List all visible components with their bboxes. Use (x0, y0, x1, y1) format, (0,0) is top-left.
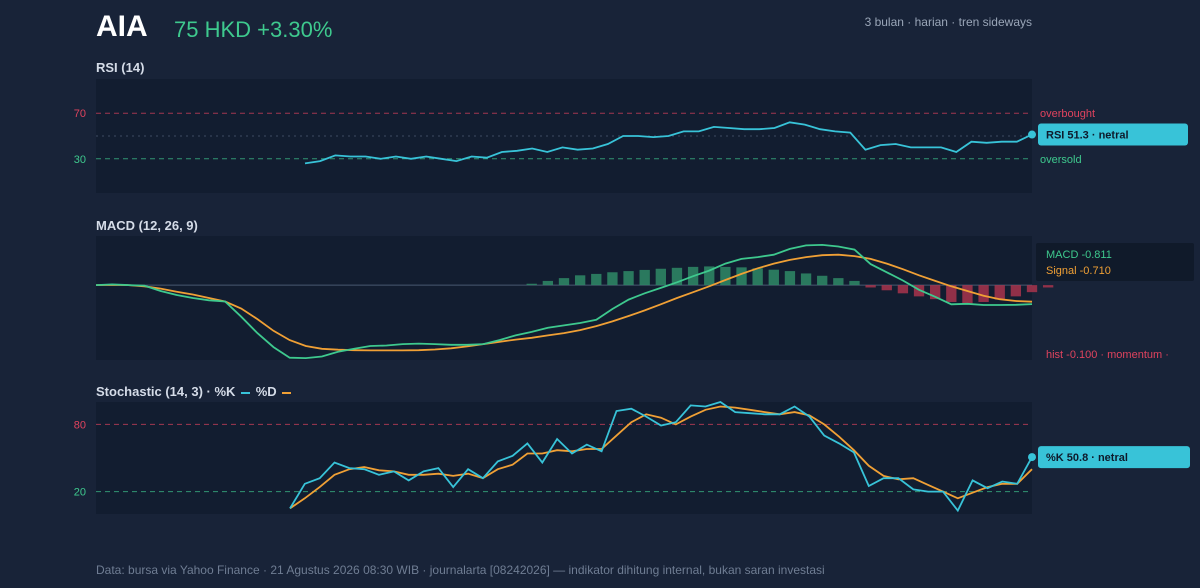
macd-hist-bar (704, 266, 715, 286)
macd-hist-bar (607, 272, 618, 286)
stoch-title-text: Stochastic (14, 3) · %K (96, 384, 236, 399)
stoch-tick-80: 80 (74, 419, 86, 431)
macd-hist-bar (591, 273, 602, 286)
price-change: 75 HKD +3.30% (174, 17, 332, 43)
stoch-tick-20: 20 (74, 487, 86, 499)
macd-hist-bar (784, 271, 796, 286)
macd-hist-bar (720, 266, 731, 286)
macd-title: MACD (12, 26, 9) (96, 218, 198, 233)
macd-hist-bar (655, 268, 666, 286)
macd-line (95, 243, 1033, 360)
macd-hist-bar (752, 268, 763, 286)
macd-hist-bar (1010, 285, 1022, 297)
ticker-symbol: AIA (96, 10, 148, 43)
footer-source: Data: bursa via Yahoo Finance · 21 Agust… (96, 563, 825, 577)
macd-hist-bar (768, 269, 779, 286)
macd-hist-bar (558, 278, 570, 286)
d-swatch-icon (282, 391, 292, 394)
macd-hist-bar (526, 283, 537, 286)
price-value: 75 HKD (174, 17, 252, 42)
rsi-overbought-label: overbought (1040, 108, 1095, 120)
rsi-title: RSI (14) (96, 60, 145, 75)
macd-hist-bar (817, 275, 828, 286)
macd-hist-bar (671, 267, 683, 286)
change-percent: +3.30% (257, 17, 333, 42)
rsi-last-point (1028, 130, 1036, 139)
d-legend-label: %D (255, 384, 277, 399)
stoch-k-line (289, 401, 1033, 513)
rsi-readout: RSI 51.3 · netral (1046, 130, 1129, 142)
rsi-line (304, 121, 1033, 165)
stoch-title: Stochastic (14, 3) · %K %D (96, 384, 293, 399)
macd-hist-bar (1026, 285, 1038, 293)
macd-hist-bar (736, 267, 747, 286)
macd-hist-bar (574, 275, 586, 286)
rsi-oversold-label: oversold (1040, 154, 1082, 166)
rsi-tick-30: 30 (74, 154, 86, 166)
macd-readout-box (1036, 243, 1194, 281)
macd-hist-bar (930, 285, 941, 300)
rsi-readout-pill (1038, 123, 1188, 146)
period-label: 3 bulan · harian · tren sideways (864, 15, 1032, 29)
signal-readout: Signal -0.710 (1046, 265, 1111, 277)
macd-hist-bar (639, 269, 650, 286)
macd-panel (96, 236, 1032, 360)
macd-hist-bar (946, 285, 957, 302)
signal-line (95, 253, 1033, 352)
macd-hist-bar (623, 271, 634, 286)
macd-hist-bar (978, 285, 989, 302)
macd-hist-bar (962, 285, 973, 304)
stoch-panel (96, 402, 1032, 514)
rsi-tick-70: 70 (74, 108, 86, 120)
stoch-readout: %K 50.8 · netral (1046, 452, 1128, 464)
stoch-d-line (289, 405, 1033, 510)
macd-hist-bar (849, 280, 860, 286)
macd-readout: MACD -0.811 (1046, 249, 1112, 261)
stoch-last-point (1028, 453, 1036, 462)
macd-hist-bar (833, 278, 844, 286)
macd-hist-bar (897, 285, 909, 294)
k-swatch-icon (241, 391, 251, 394)
macd-hist-bar (800, 273, 812, 286)
macd-hist-bar (542, 280, 554, 286)
macd-hist-bar (881, 285, 892, 291)
macd-hist-bar (865, 285, 876, 288)
stoch-readout-pill (1038, 446, 1190, 469)
macd-hist-bar (1042, 285, 1054, 288)
macd-hist-bar (994, 285, 1005, 300)
hist-readout: hist -0.100 · momentum · (1046, 349, 1169, 361)
